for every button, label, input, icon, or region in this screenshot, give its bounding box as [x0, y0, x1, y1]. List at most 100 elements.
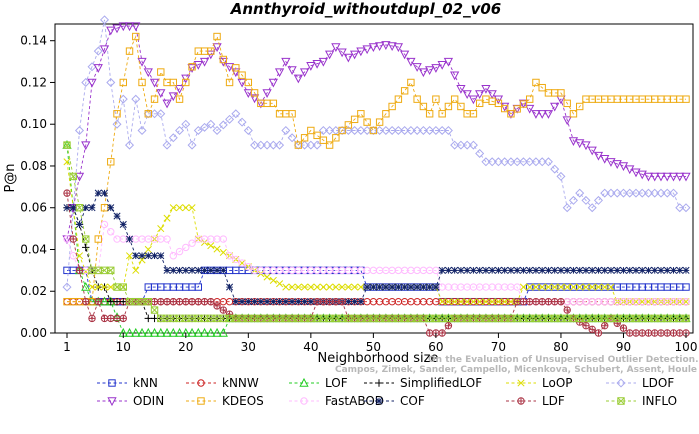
data-point: [137, 125, 147, 135]
legend-item-ldf: LDF: [506, 394, 565, 408]
data-point: [237, 78, 247, 88]
data-point: [150, 314, 159, 323]
plot-frame: [54, 23, 694, 334]
data-point: [137, 327, 147, 337]
y-tick-label: 0.02: [20, 284, 47, 298]
data-point: [532, 298, 540, 306]
data-point: [625, 165, 635, 175]
data-point: [438, 266, 446, 274]
data-point: [169, 266, 177, 274]
data-point: [525, 104, 535, 114]
data-point: [618, 188, 628, 198]
data-point: [400, 50, 410, 60]
data-point: [476, 298, 484, 306]
data-point: [213, 266, 221, 274]
data-point: [294, 298, 302, 306]
legend-label: LDF: [542, 394, 565, 408]
data-point: [613, 266, 621, 274]
data-point: [212, 43, 222, 53]
data-point: [488, 298, 496, 306]
data-point: [118, 94, 128, 104]
data-point: [100, 189, 109, 197]
data-point: [219, 266, 227, 274]
x-tick-label: 80: [553, 340, 568, 354]
data-point: [538, 283, 546, 291]
data-point: [526, 266, 534, 274]
series-line-kdeos: [67, 34, 686, 303]
data-point: [563, 266, 571, 274]
data-point: [157, 68, 165, 76]
data-point: [487, 90, 497, 100]
data-point: [532, 283, 540, 291]
data-point: [288, 283, 296, 291]
data-point: [619, 324, 628, 332]
legend-label: ODIN: [133, 394, 164, 408]
data-point: [107, 297, 115, 306]
data-point: [475, 148, 485, 158]
data-point: [251, 298, 259, 306]
x-tick-label: 1: [63, 340, 71, 354]
data-point: [100, 15, 110, 25]
data-point: [676, 329, 684, 337]
y-tick-label: 0.06: [20, 201, 47, 215]
data-point: [149, 327, 160, 337]
data-point: [337, 125, 347, 135]
data-point: [213, 32, 221, 41]
data-point: [587, 203, 597, 213]
y-axis: 0.00 0.02 0.04 0.06 0.08 0.10 0.12 0.14: [20, 34, 55, 340]
data-point: [119, 297, 127, 306]
series-loop: [63, 158, 690, 306]
data-point: [269, 276, 277, 284]
data-point: [349, 50, 360, 60]
data-point: [119, 283, 127, 291]
data-point: [88, 314, 96, 323]
data-point: [168, 133, 178, 143]
data-point: [175, 266, 184, 274]
data-point: [600, 154, 610, 164]
data-point: [606, 158, 616, 167]
data-point: [457, 102, 465, 111]
data-point: [637, 188, 647, 198]
data-point: [663, 266, 671, 274]
data-point: [262, 140, 272, 150]
data-point: [431, 64, 441, 73]
data-point: [107, 266, 115, 275]
data-point: [393, 125, 403, 135]
data-point: [551, 283, 559, 291]
data-point: [675, 172, 685, 182]
data-point: [568, 195, 578, 205]
series-line-fastabod: [66, 223, 686, 303]
data-point: [588, 283, 596, 291]
data-point: [150, 109, 160, 119]
data-point: [169, 298, 177, 306]
data-point: [163, 214, 171, 222]
data-point: [462, 140, 472, 150]
data-point: [212, 125, 222, 135]
data-point: [319, 136, 328, 144]
data-point: [419, 283, 427, 291]
data-point: [144, 110, 152, 118]
data-point: [662, 188, 672, 198]
legend-marker: [517, 379, 525, 387]
data-point: [182, 78, 190, 87]
data-point: [468, 140, 478, 150]
data-point: [256, 140, 266, 150]
data-point: [200, 298, 209, 306]
data-point: [488, 266, 496, 274]
data-point: [482, 95, 490, 103]
data-point: [207, 242, 215, 250]
data-point: [462, 90, 472, 100]
data-point: [500, 104, 509, 113]
data-point: [138, 252, 146, 260]
data-point: [625, 188, 635, 198]
data-point: [150, 306, 159, 314]
data-point: [351, 298, 359, 306]
data-point: [226, 283, 234, 291]
data-point: [93, 46, 103, 56]
data-point: [450, 95, 459, 103]
data-point: [619, 266, 628, 274]
x-tick-label: 40: [303, 340, 318, 354]
legend-marker: [616, 378, 626, 388]
data-point: [306, 140, 316, 150]
data-point: [200, 122, 210, 132]
